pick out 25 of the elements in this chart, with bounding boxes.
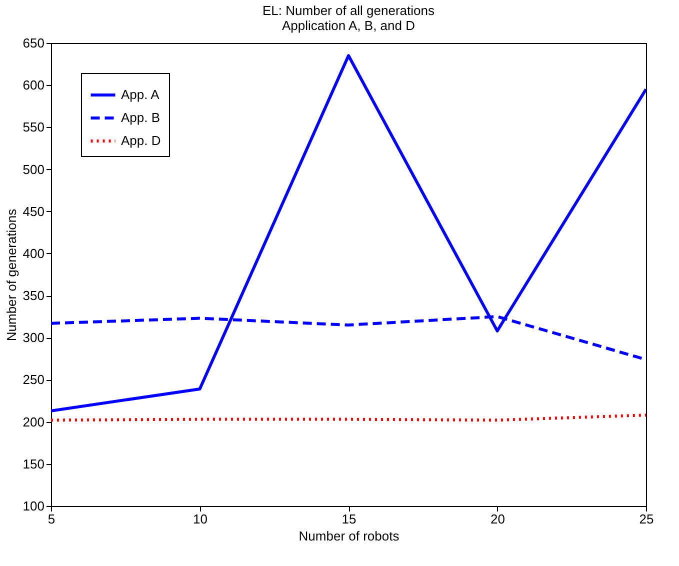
y-axis-title: Number of generations [4,208,19,342]
chart-title: EL: Number of all generations [262,3,435,18]
y-tick-label: 600 [22,78,44,93]
legend-label: App. B [121,110,160,125]
y-tick-label: 450 [22,204,44,219]
x-tick-label: 20 [490,512,505,526]
y-tick-label: 200 [22,414,44,430]
x-axis-title: Number of robots [298,528,400,544]
y-tick-label: 350 [22,288,44,304]
x-tick-label: 10 [193,512,208,526]
y-tick-label: 100 [22,498,44,514]
y-tick-label: 250 [22,372,44,388]
y-tick-label: 300 [22,330,44,346]
y-tick-label: 650 [22,36,44,50]
x-tick-label: 25 [639,512,654,526]
legend-label: App. D [121,133,161,148]
chart-subtitle: Application A, B, and D [282,18,415,33]
x-tick-label: 5 [48,512,56,526]
legend-label: App. A [121,87,160,102]
y-tick-label: 150 [22,456,44,472]
y-tick-label: 550 [22,120,44,135]
line-series [51,54,646,412]
y-tick-label: 500 [22,162,44,177]
x-tick-label: 15 [342,512,356,526]
y-tick-label: 400 [22,246,44,261]
